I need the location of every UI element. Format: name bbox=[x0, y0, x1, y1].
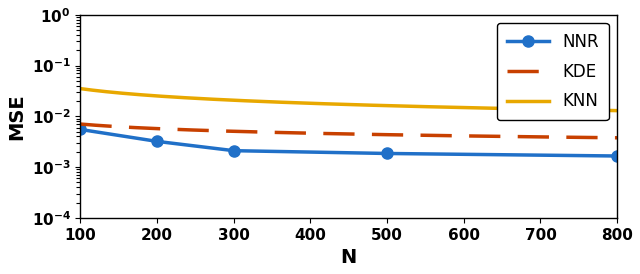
NNR bbox=[154, 140, 161, 143]
KDE bbox=[396, 133, 404, 136]
Line: KNN: KNN bbox=[81, 89, 617, 111]
Y-axis label: MSE: MSE bbox=[7, 93, 26, 139]
Line: KDE: KDE bbox=[81, 124, 617, 138]
NNR bbox=[230, 149, 237, 152]
KDE bbox=[332, 132, 339, 135]
KDE bbox=[516, 135, 524, 138]
KNN bbox=[332, 102, 339, 106]
Legend: NNR, KDE, KNN: NNR, KDE, KNN bbox=[497, 23, 609, 121]
KDE bbox=[600, 136, 608, 139]
KNN bbox=[613, 109, 621, 112]
NNR bbox=[613, 154, 621, 158]
KNN bbox=[396, 104, 404, 108]
KNN bbox=[77, 87, 84, 90]
KNN bbox=[367, 104, 374, 107]
KDE bbox=[77, 122, 84, 126]
KNN bbox=[335, 102, 342, 106]
NNR bbox=[77, 128, 84, 131]
X-axis label: N: N bbox=[340, 248, 357, 267]
KDE bbox=[613, 136, 621, 139]
Line: NNR: NNR bbox=[75, 124, 623, 162]
KDE bbox=[335, 132, 342, 135]
KNN bbox=[516, 107, 524, 110]
KDE bbox=[367, 133, 374, 136]
KNN bbox=[600, 109, 608, 112]
NNR bbox=[383, 152, 391, 155]
